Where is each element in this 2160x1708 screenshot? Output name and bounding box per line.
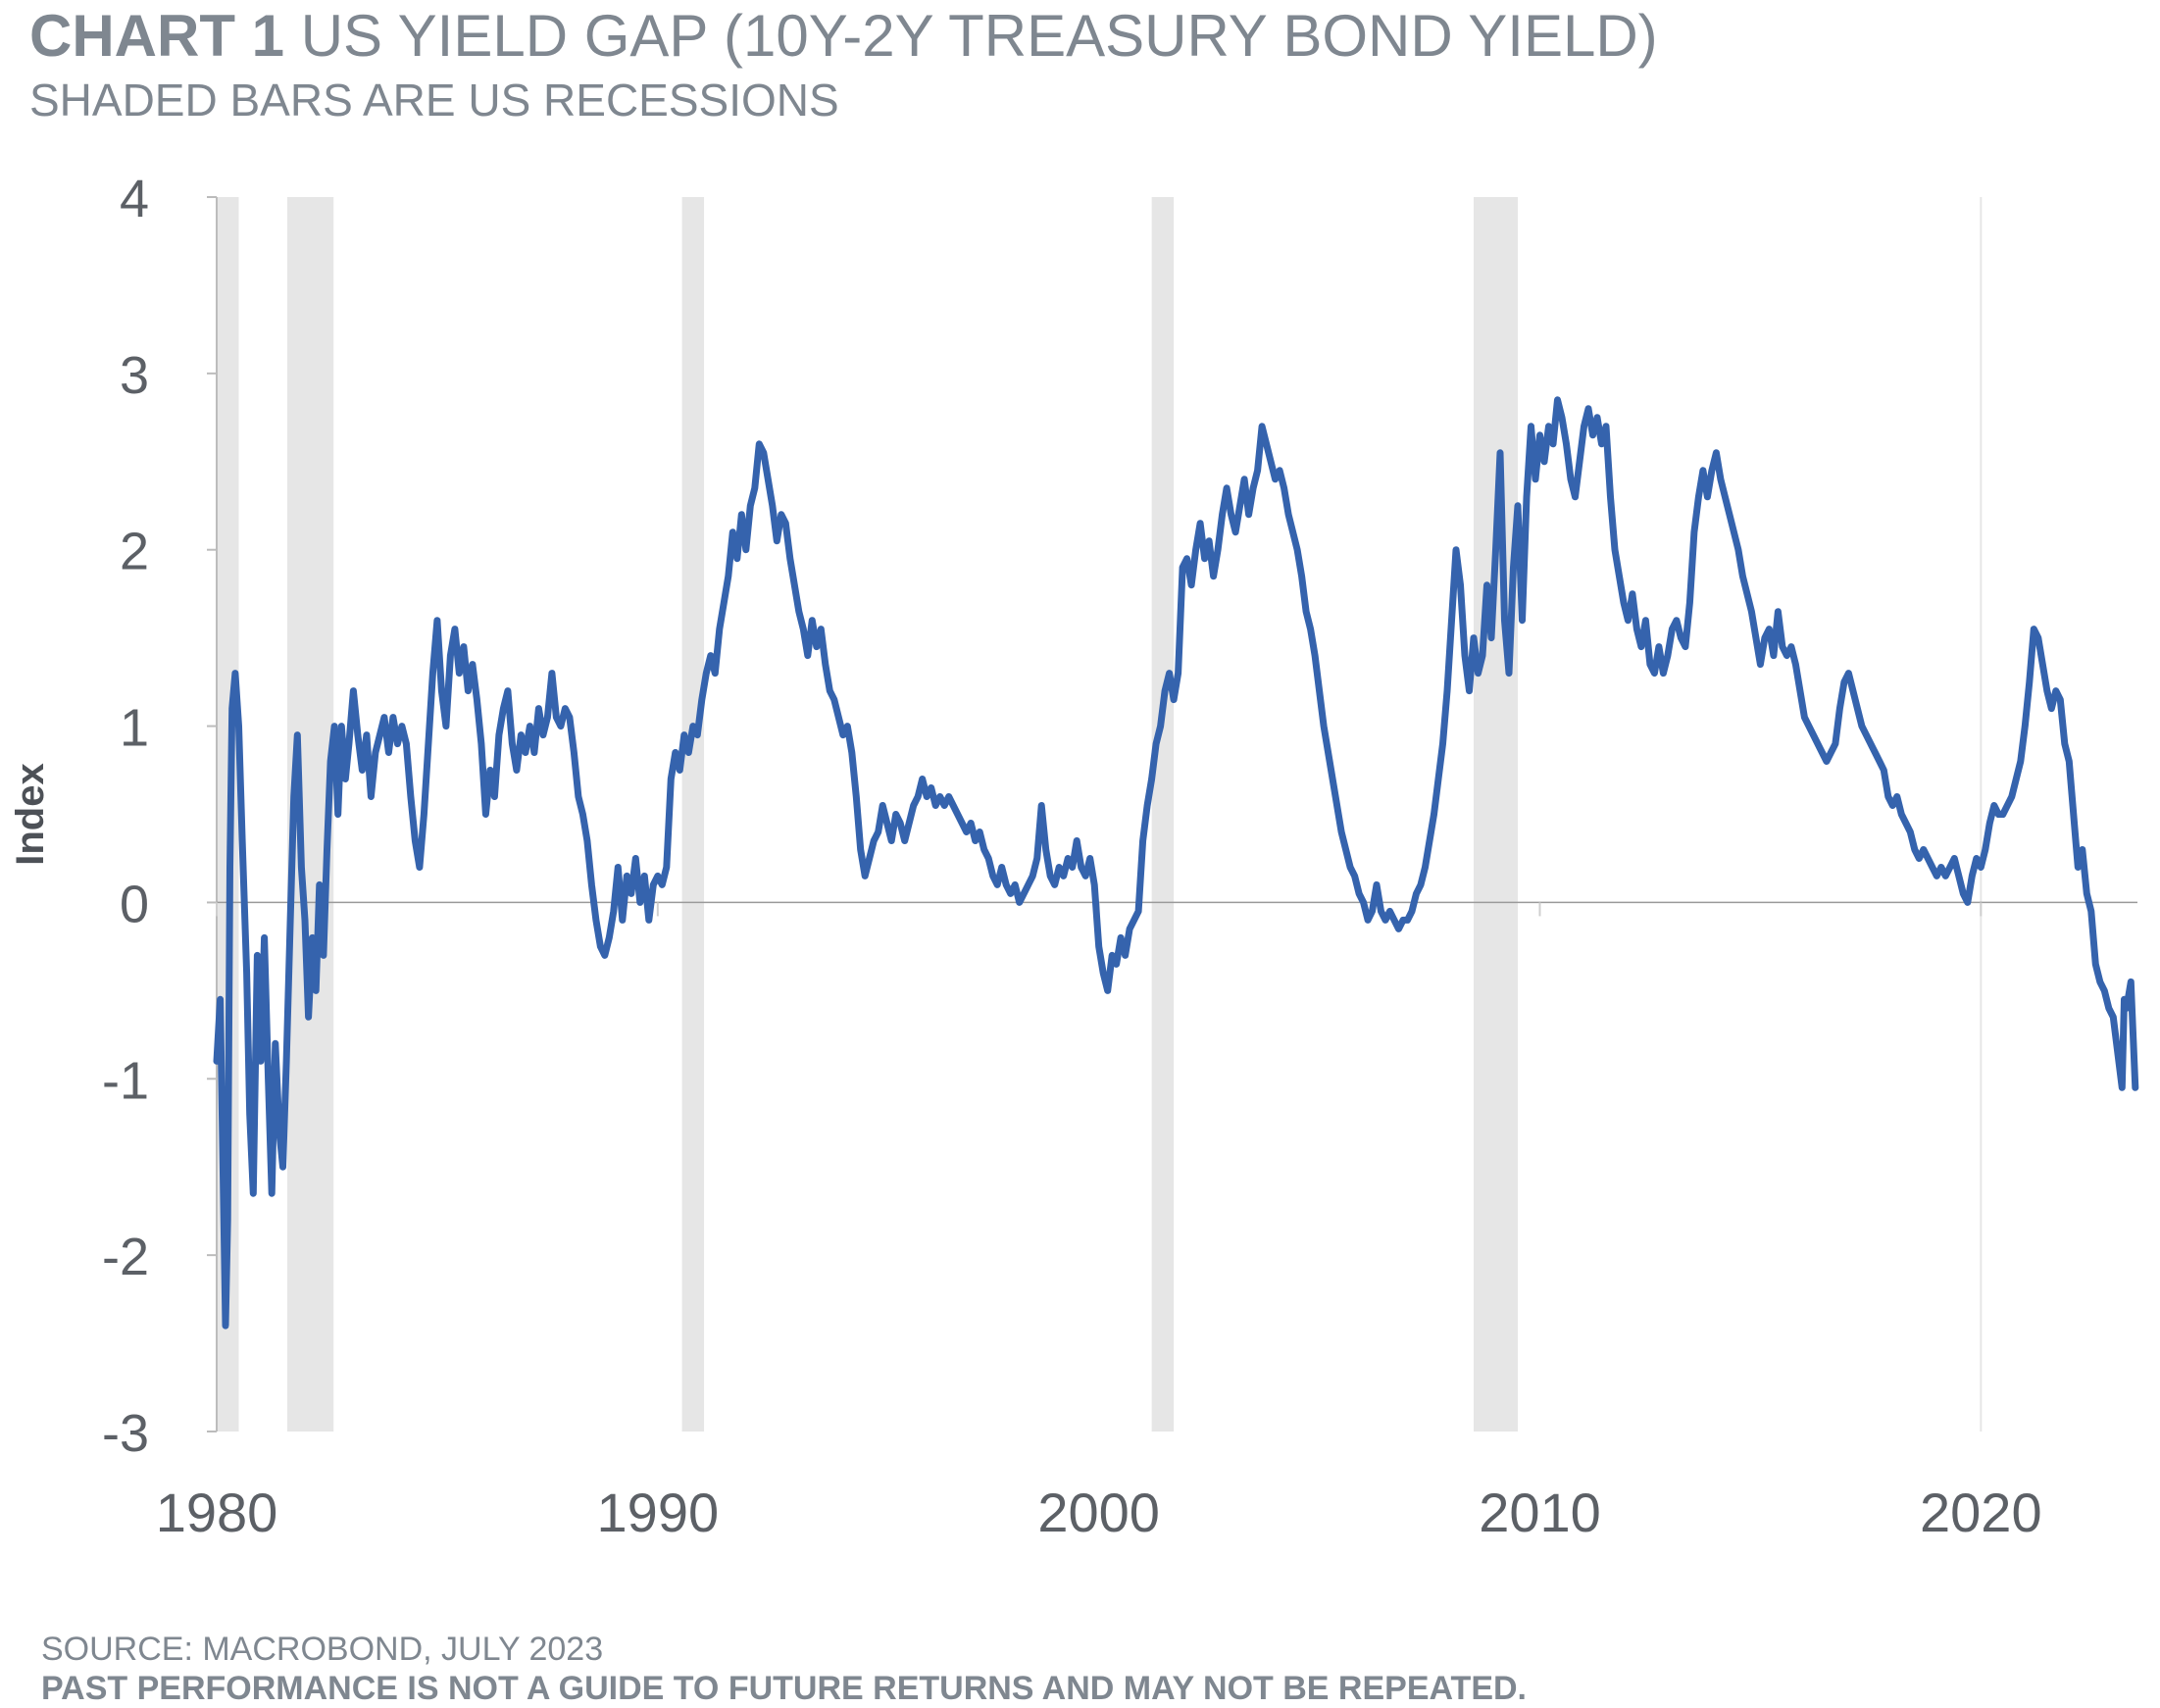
series-line-layer (213, 396, 2139, 1330)
y-tick-label: -3 (102, 1404, 149, 1463)
recession-band-4 (1151, 197, 1175, 1432)
recession-band-5 (1474, 197, 1518, 1432)
x-tick-label: 1980 (156, 1482, 278, 1543)
yield-gap-series-line (213, 396, 2139, 1330)
chart-header: CHART 1 US YIELD GAP (10Y-2Y TREASURY BO… (29, 2, 2137, 127)
chart-title-rest: US YIELD GAP (10Y-2Y TREASURY BOND YIELD… (300, 3, 1658, 69)
y-tick-label: 2 (120, 523, 149, 581)
y-tick-label: 4 (120, 170, 149, 228)
chart-footer: SOURCE: MACROBOND, JULY 2023 PAST PERFOR… (41, 1630, 2100, 1708)
y-axis-label: Index (9, 763, 52, 865)
x-tick-label: 2010 (1479, 1482, 1601, 1543)
axes (207, 196, 2137, 1432)
x-tick-label: 2000 (1037, 1482, 1160, 1543)
chart-title-lead: CHART 1 (29, 3, 285, 69)
y-tick-label: 3 (120, 346, 149, 405)
recession-band-3 (681, 197, 705, 1432)
disclaimer-note: PAST PERFORMANCE IS NOT A GUIDE TO FUTUR… (41, 1670, 1527, 1707)
tick-labels: -3 -2 -1 0 1 2 3 4 1980 1990 2000 2010 2020 Index (9, 170, 2042, 1543)
x-tick-label: 1990 (597, 1482, 720, 1543)
chart-title: CHART 1 US YIELD GAP (10Y-2Y TREASURY BO… (29, 2, 2137, 71)
x-tick-label: 2020 (1920, 1482, 2042, 1543)
gridlines (216, 197, 1983, 1432)
chart-subtitle: SHADED BARS ARE US RECESSIONS (29, 75, 839, 126)
y-tick-label: 1 (120, 699, 149, 758)
y-tick-label: -2 (102, 1228, 149, 1286)
y-tick-label: 0 (120, 875, 149, 933)
source-note: SOURCE: MACROBOND, JULY 2023 (41, 1631, 604, 1668)
y-tick-label: -1 (102, 1051, 149, 1110)
